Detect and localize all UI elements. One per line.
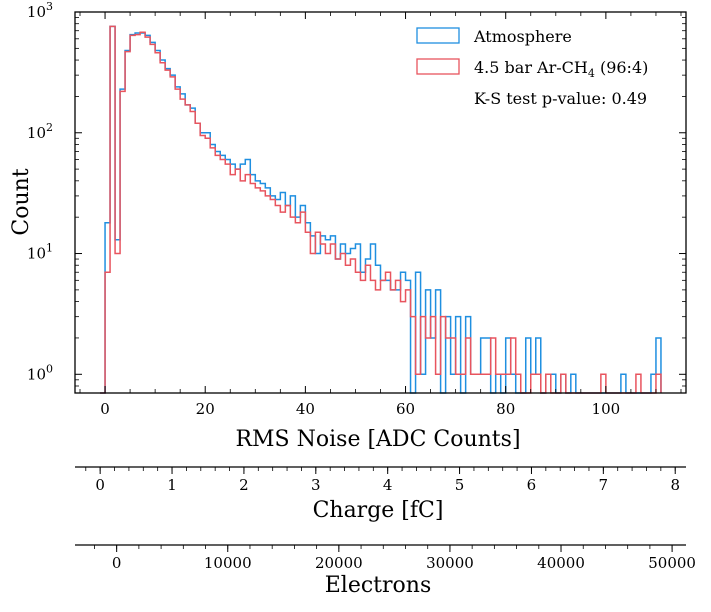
y-tick-label: 102	[27, 121, 53, 142]
x-tick-label: 0	[100, 400, 110, 418]
secondary-tick-label: 6	[527, 476, 537, 494]
y-axis-title: Count	[9, 168, 34, 235]
secondary-tick-label: 2	[239, 476, 249, 494]
charge-axis-title: Charge [fC]	[313, 498, 444, 523]
secondary-tick-label: 1	[167, 476, 177, 494]
electrons-axis-title: Electrons	[325, 573, 432, 598]
secondary-tick-label: 20000	[315, 554, 363, 572]
x-tick-label: 60	[396, 400, 415, 418]
electrons-axis-ticks: 0 10000 20000 30000 40000 50000	[94, 545, 696, 572]
x-tick-label: 40	[296, 400, 315, 418]
secondary-tick-label: 5	[455, 476, 465, 494]
secondary-tick-label: 8	[670, 476, 680, 494]
secondary-tick-label: 7	[599, 476, 609, 494]
x-ticks: 0 20 40 60 80 100	[79, 12, 682, 418]
x-tick-label: 100	[592, 400, 621, 418]
legend-label-ar-ch4-tail: (96:4)	[595, 58, 649, 77]
plot-area-background	[75, 12, 686, 393]
y-tick-label: 101	[27, 242, 53, 263]
secondary-tick-label: 0	[95, 476, 105, 494]
charge-axis-ticks: 0 1 2 3 4 5 6 7 8	[85, 467, 680, 494]
charge-axis: 0 1 2 3 4 5 6 7 8 Charge [fC]	[75, 466, 686, 523]
y-tick-label: 100	[27, 362, 53, 383]
legend-label-ar-ch4-sub: 4	[588, 67, 595, 80]
secondary-tick-label: 0	[112, 554, 122, 572]
y-tick-label: 103	[27, 0, 53, 21]
secondary-tick-label: 40000	[537, 554, 585, 572]
legend-label-atmosphere: Atmosphere	[473, 27, 572, 46]
legend-label-ar-ch4: 4.5 bar Ar-CH4 (96:4)	[474, 58, 648, 80]
secondary-tick-label: 4	[383, 476, 393, 494]
electrons-axis: 0 10000 20000 30000 40000 50000 Electrons	[75, 544, 696, 598]
legend-swatch-ar-ch4	[416, 58, 460, 75]
secondary-tick-label: 50000	[648, 554, 696, 572]
y-ticks: 100 101 102 103	[27, 0, 686, 394]
x-axis-title: RMS Noise [ADC Counts]	[235, 427, 520, 452]
legend: Atmosphere 4.5 bar Ar-CH4 (96:4) K-S tes…	[416, 27, 648, 108]
x-tick-label: 20	[196, 400, 215, 418]
legend-label-ar-ch4-main: 4.5 bar Ar-CH	[474, 58, 588, 77]
secondary-tick-label: 30000	[426, 554, 474, 572]
legend-swatch-atmosphere	[416, 27, 460, 44]
x-tick-label: 80	[496, 400, 515, 418]
secondary-tick-label: 10000	[204, 554, 252, 572]
ks-test-annotation: K-S test p-value: 0.49	[474, 89, 647, 108]
secondary-tick-label: 3	[311, 476, 321, 494]
